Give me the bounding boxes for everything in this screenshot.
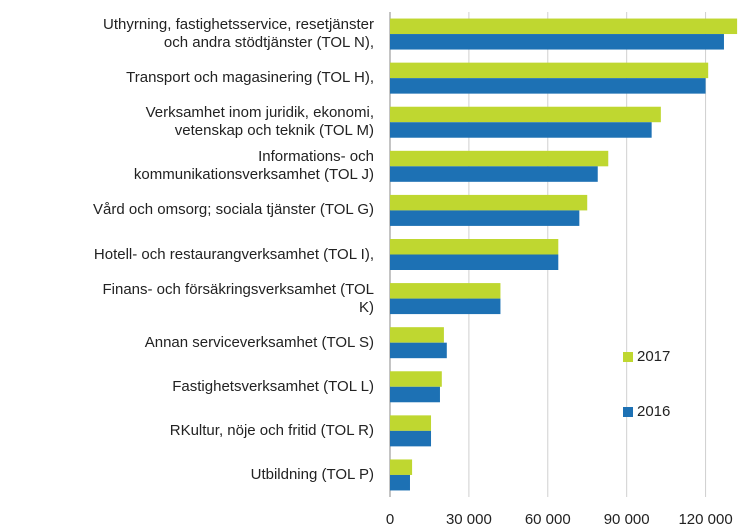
x-tick-label: 0 xyxy=(386,511,394,528)
bar xyxy=(390,430,432,447)
y-tick-label: Uthyrning, fastighetsservice, resetjänst… xyxy=(103,16,374,52)
bar xyxy=(390,239,559,255)
y-tick-label: Informations- och kommunikationsverksamh… xyxy=(133,148,374,184)
legend-swatch xyxy=(623,352,633,362)
bar xyxy=(390,459,413,475)
legend-label: 2017 xyxy=(637,348,670,365)
bar xyxy=(390,78,706,94)
bar xyxy=(390,298,501,315)
y-tick-label: Annan serviceverksamhet (TOL S) xyxy=(144,333,374,351)
x-tick-label: 30 000 xyxy=(446,511,492,528)
bar xyxy=(390,386,440,403)
legend-label: 2016 xyxy=(637,403,670,420)
bar xyxy=(390,210,580,226)
bar xyxy=(390,283,501,299)
bar xyxy=(390,18,738,35)
y-tick-label: RKultur, nöje och fritid (TOL R) xyxy=(169,421,374,439)
bar xyxy=(390,194,588,211)
bar xyxy=(390,327,444,343)
bar xyxy=(390,122,652,138)
bar xyxy=(390,150,609,167)
bar xyxy=(390,474,410,491)
bar xyxy=(390,371,442,387)
y-tick-label: Hotell- och restaurangverksamhet (TOL I)… xyxy=(93,245,374,263)
x-tick-label: 90 000 xyxy=(604,511,650,528)
legend-swatch xyxy=(623,407,633,417)
bar xyxy=(390,166,598,182)
bar xyxy=(390,106,661,123)
y-tick-label: Transport och magasinering (TOL H), xyxy=(126,69,374,87)
y-tick-label: Verksamhet inom juridik, ekonomi, vetens… xyxy=(145,104,374,140)
bar xyxy=(390,34,724,50)
x-tick-label: 120 000 xyxy=(678,511,732,528)
bar xyxy=(390,342,447,359)
y-tick-label: Finans- och försäkringsverksamhet (TOL K… xyxy=(102,280,375,316)
x-tick-label: 60 000 xyxy=(525,511,571,528)
bar xyxy=(390,254,559,270)
bar xyxy=(390,415,432,431)
y-tick-label: Vård och omsorg; sociala tjänster (TOL G… xyxy=(93,201,374,219)
y-tick-label: Utbildning (TOL P) xyxy=(250,465,374,483)
bar xyxy=(390,62,709,79)
y-tick-label: Fastighetsverksamhet (TOL L) xyxy=(172,377,374,395)
